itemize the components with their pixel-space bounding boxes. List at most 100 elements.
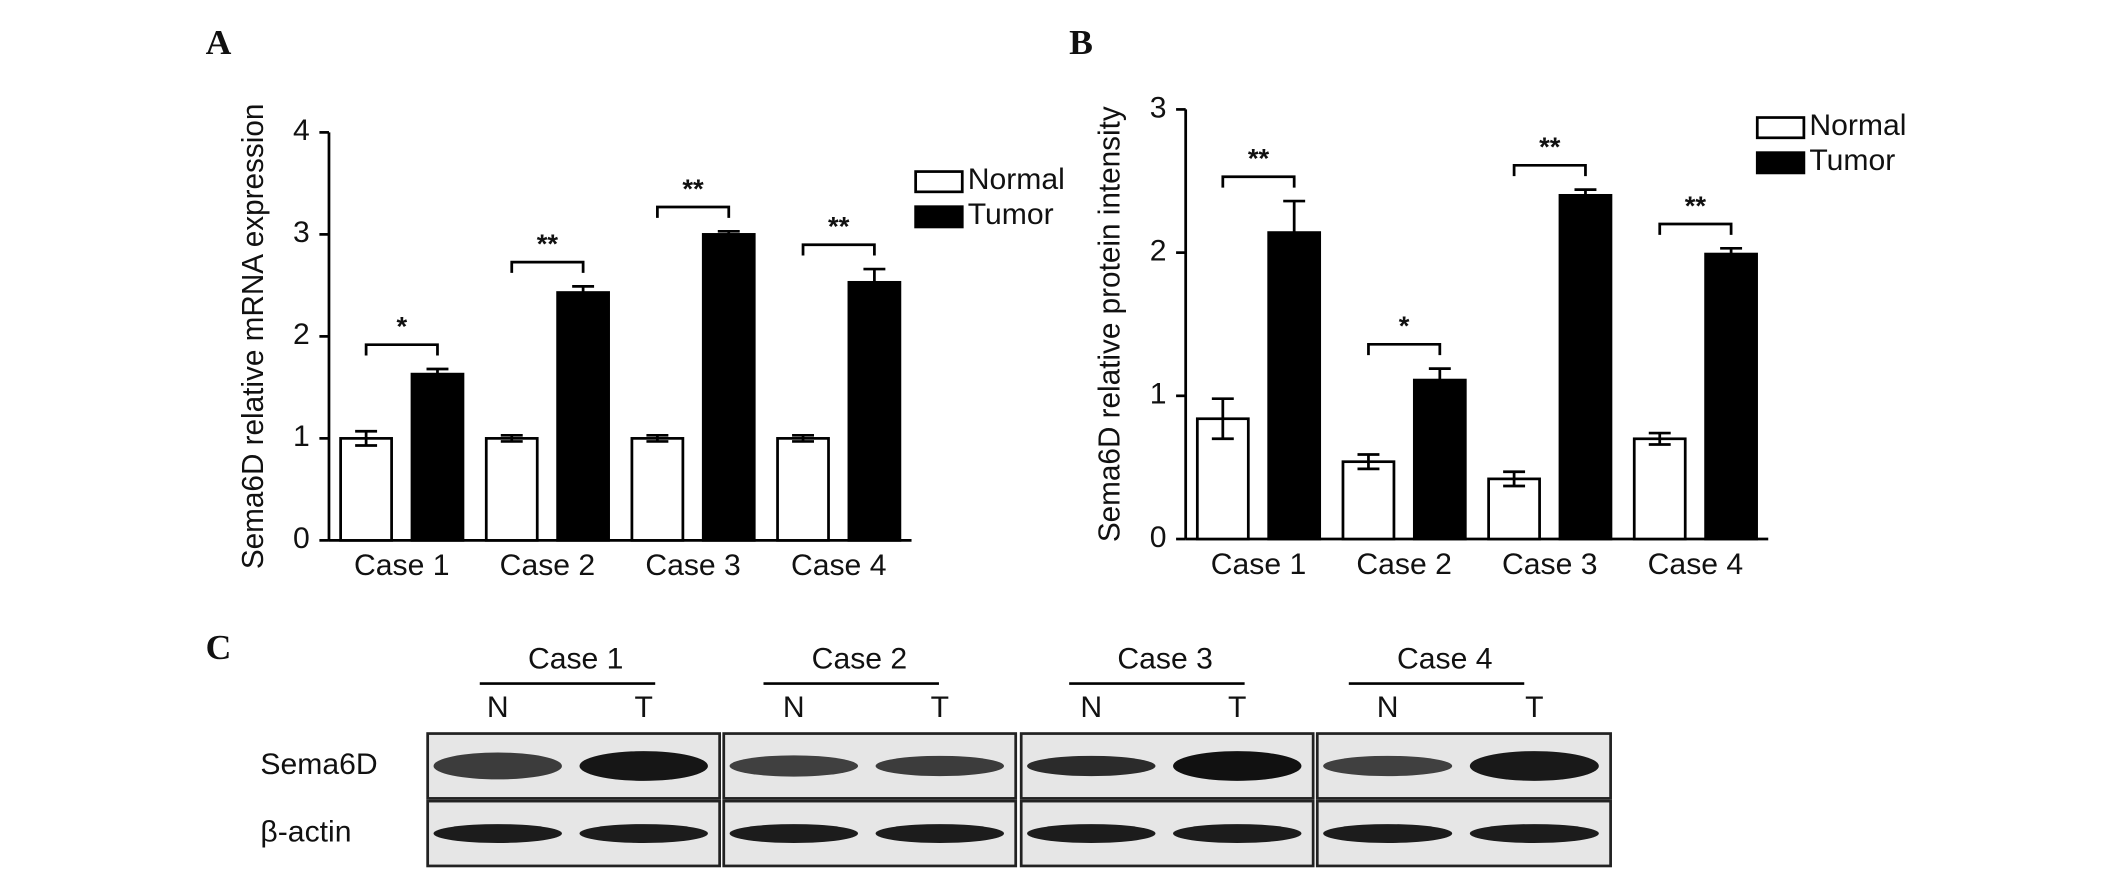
case-label: Case 1 (528, 643, 623, 676)
error-bar (426, 367, 449, 381)
bar (1412, 378, 1467, 541)
bar (410, 372, 465, 542)
blot-band (729, 755, 859, 777)
bar (556, 291, 610, 542)
blot-band (433, 752, 562, 780)
x-tick-label: Case 2 (1356, 548, 1451, 581)
blot-band (1469, 751, 1599, 781)
blot-band (579, 751, 708, 781)
lane-label: T (1228, 691, 1246, 724)
blot-band (579, 824, 708, 843)
significance-label: ** (537, 228, 559, 259)
x-tick-label: Case 4 (1648, 548, 1743, 581)
y-tick-label: 2 (1150, 235, 1167, 268)
error-bar (1720, 246, 1743, 262)
y-tick-label: 0 (293, 522, 310, 555)
bar (339, 437, 393, 542)
blot-band (1027, 824, 1156, 843)
error-bar (646, 433, 669, 443)
error-bar (355, 429, 378, 447)
legend-label: Normal (968, 163, 1065, 196)
panel-label: B (1069, 22, 1093, 62)
blot-band (1323, 824, 1453, 843)
x-tick-label: Case 4 (791, 549, 886, 582)
x-tick-label: Case 3 (645, 549, 740, 582)
bar (776, 437, 830, 542)
error-bar (1283, 199, 1306, 266)
bar (630, 437, 685, 542)
error-bar (1428, 367, 1451, 393)
error-bar (1357, 453, 1380, 471)
x-tick-label: Case 2 (500, 549, 595, 582)
y-tick-label: 3 (1150, 91, 1167, 124)
error-bar (1211, 397, 1234, 441)
bar (484, 437, 539, 542)
legend-swatch (1755, 151, 1806, 175)
significance-label: ** (828, 211, 850, 242)
y-tick-label: 2 (293, 318, 310, 351)
bar (1704, 252, 1758, 541)
blot-band (1173, 824, 1302, 843)
case-label: Case 3 (1117, 643, 1212, 676)
error-bar (1648, 431, 1671, 446)
x-tick-label: Case 1 (354, 549, 449, 582)
bar (701, 233, 756, 542)
bar (847, 280, 902, 542)
y-tick-label: 3 (293, 216, 310, 249)
blot-band (1323, 755, 1453, 777)
blot-band (433, 824, 562, 843)
y-tick-label: 1 (1150, 378, 1167, 411)
legend-label: Tumor (968, 198, 1054, 231)
blot-band (875, 824, 1005, 843)
significance-bracket (1367, 342, 1442, 356)
error-bar (792, 433, 814, 443)
significance-label: ** (1539, 131, 1561, 162)
lane-label: T (635, 691, 653, 724)
significance-label: * (1399, 310, 1410, 341)
x-tick-label: Case 3 (1502, 548, 1597, 581)
case-label: Case 2 (812, 643, 907, 676)
error-bar (500, 433, 523, 443)
blot-band (1027, 755, 1156, 777)
error-bar (717, 229, 740, 239)
significance-bracket (364, 343, 439, 356)
bar (1341, 460, 1396, 541)
significance-label: ** (1248, 143, 1270, 174)
significance-label: ** (682, 173, 704, 204)
case-label: Case 4 (1397, 643, 1492, 676)
panel-label: A (206, 22, 232, 62)
significance-bracket (510, 260, 585, 273)
blot-band (1469, 824, 1599, 843)
error-bar (572, 285, 595, 300)
panel-label: C (206, 627, 232, 667)
row-label: β-actin (260, 816, 351, 849)
x-tick-label: Case 1 (1211, 548, 1306, 581)
significance-label: ** (1685, 190, 1707, 221)
legend-label: Tumor (1809, 144, 1895, 177)
y-axis-label: Sema6D relative mRNA expression (237, 104, 270, 570)
bar (1267, 231, 1322, 541)
bar (1558, 193, 1613, 541)
error-bar (1574, 188, 1597, 203)
legend-swatch (914, 205, 964, 229)
error-bar (863, 267, 886, 297)
y-tick-label: 0 (1150, 521, 1167, 554)
significance-bracket (1512, 163, 1587, 177)
significance-bracket (1221, 175, 1296, 188)
y-tick-label: 4 (293, 114, 310, 147)
lane-label: N (487, 691, 509, 724)
significance-bracket (656, 205, 731, 218)
y-tick-label: 1 (293, 420, 310, 453)
lane-label: N (1080, 691, 1102, 724)
lane-label: N (783, 691, 805, 724)
legend-swatch (914, 170, 964, 194)
y-axis-label: Sema6D relative protein intensity (1093, 106, 1126, 542)
lane-label: T (1525, 691, 1543, 724)
significance-label: * (396, 311, 407, 342)
legend-swatch (1755, 116, 1806, 140)
bar (1487, 477, 1541, 541)
lane-label: N (1377, 691, 1399, 724)
bar (1632, 437, 1687, 541)
significance-bracket (801, 243, 876, 256)
